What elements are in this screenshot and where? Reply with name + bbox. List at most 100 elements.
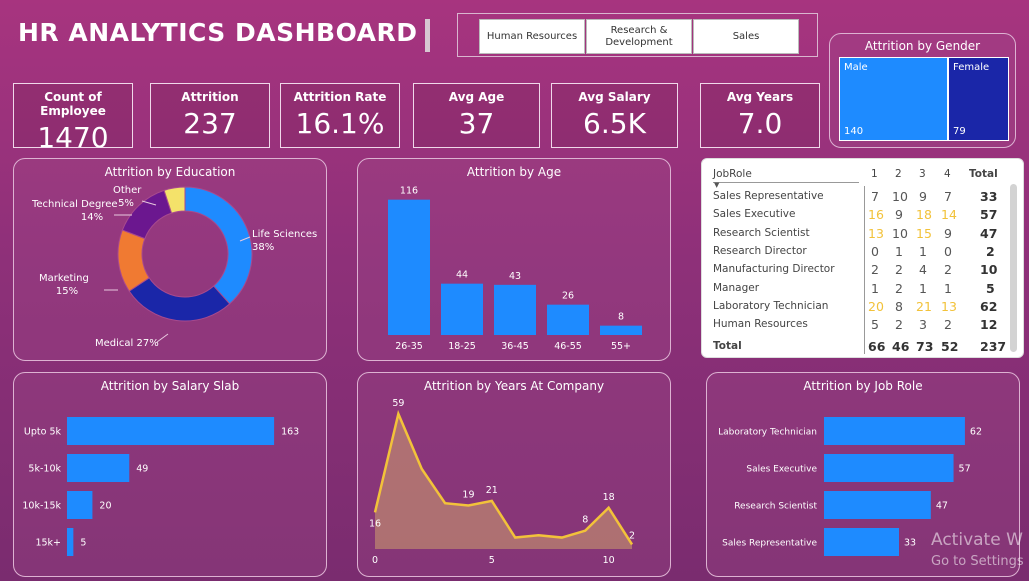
matrix-cell: 3 bbox=[919, 317, 927, 333]
age-category-label: 36-45 bbox=[501, 341, 529, 352]
donut-leader-line[interactable] bbox=[239, 236, 251, 242]
matrix-cell: 13 bbox=[868, 225, 884, 241]
matrix-row[interactable]: Manager 1 2 1 1 5 bbox=[701, 280, 1021, 300]
age-category-label: 46-55 bbox=[554, 341, 582, 352]
jobrole-bar[interactable] bbox=[824, 528, 899, 556]
years-x-tick: 0 bbox=[372, 555, 378, 566]
matrix-cell: 9 bbox=[944, 225, 952, 241]
donut-leader-line[interactable] bbox=[141, 200, 157, 206]
treemap-female-tile[interactable]: Female 79 bbox=[948, 57, 1009, 141]
matrix-row[interactable]: Sales Executive 16 9 18 14 57 bbox=[701, 207, 1021, 226]
years-area-chart: 16 59 19 21 8 18 2 0 5 10 bbox=[369, 398, 635, 566]
kpi-label: Attrition Rate bbox=[293, 90, 387, 104]
salary-value-label: 5 bbox=[80, 538, 86, 549]
matrix-role-label: Total bbox=[713, 340, 742, 353]
jobrole-category-label: Research Scientist bbox=[734, 502, 817, 512]
matrix-header[interactable]: 1 bbox=[871, 168, 878, 180]
kpi-label: Avg Salary bbox=[578, 90, 651, 104]
matrix-row[interactable]: Laboratory Technician 20 8 21 13 62 bbox=[701, 298, 1021, 318]
kpi-avg-salary: Avg Salary 6.5K bbox=[551, 83, 678, 148]
years-point-label: 19 bbox=[462, 489, 474, 500]
matrix-header[interactable]: JobRole bbox=[713, 168, 752, 180]
slicer-research-development-button[interactable]: Research & Development bbox=[586, 19, 692, 54]
years-area-line[interactable] bbox=[373, 409, 634, 546]
attrition-by-years-panel: Attrition by Years At Company 16 59 19 21 8 1… bbox=[357, 372, 671, 577]
donut-slice[interactable] bbox=[128, 277, 231, 322]
donut-slice[interactable] bbox=[184, 186, 253, 305]
jobrole-bar-chart: Laboratory Technician 62 Sales Executive 57… bbox=[718, 417, 982, 556]
salary-bar[interactable] bbox=[67, 454, 130, 482]
matrix-scrollbar[interactable] bbox=[1010, 184, 1017, 352]
treemap-value: 140 bbox=[844, 126, 864, 137]
age-bar[interactable] bbox=[600, 325, 642, 335]
matrix-row[interactable]: Sales Representative 7 10 9 7 33 bbox=[701, 189, 1021, 208]
matrix-cell: 16 bbox=[868, 207, 884, 223]
matrix-header[interactable]: Total bbox=[969, 168, 998, 180]
salary-bar[interactable] bbox=[67, 528, 74, 556]
salary-bar[interactable] bbox=[67, 491, 93, 519]
matrix-cell: 1 bbox=[944, 280, 952, 296]
donut-category-label: Life Sciences bbox=[252, 229, 317, 240]
matrix-header[interactable]: 3 bbox=[919, 168, 926, 180]
jobrole-category-label: Laboratory Technician bbox=[718, 428, 817, 438]
age-bar[interactable] bbox=[547, 304, 589, 335]
matrix-cell: 0 bbox=[871, 243, 879, 259]
matrix-total-cell: 62 bbox=[980, 298, 998, 314]
matrix-total-row[interactable]: Total 66 46 73 52 237 bbox=[701, 339, 1021, 358]
matrix-role-label: Laboratory Technician bbox=[713, 299, 829, 312]
age-bar[interactable] bbox=[441, 283, 483, 335]
age-bar[interactable] bbox=[494, 284, 536, 335]
jobrole-bar[interactable] bbox=[824, 417, 965, 445]
matrix-cell: 10 bbox=[892, 189, 908, 204]
matrix-row[interactable]: Manufacturing Director 2 2 4 2 10 bbox=[701, 262, 1021, 281]
matrix-row[interactable]: Research Director 0 1 1 0 2 bbox=[701, 243, 1021, 263]
matrix-cell: 15 bbox=[916, 225, 932, 241]
matrix-row[interactable]: Research Scientist 13 10 15 9 47 bbox=[701, 225, 1021, 245]
age-category-label: 18-25 bbox=[448, 341, 476, 352]
donut-slice[interactable] bbox=[163, 186, 186, 214]
jobrole-value-label: 57 bbox=[959, 464, 971, 475]
treemap-label: Female bbox=[953, 62, 990, 73]
matrix-cell: 5 bbox=[871, 317, 879, 333]
chart-title: Attrition by Education bbox=[104, 165, 236, 179]
matrix-cell: 1 bbox=[919, 243, 927, 259]
matrix-header-row: JobRole 1 2 3 4 Total bbox=[701, 168, 1021, 186]
matrix-cell: 21 bbox=[916, 298, 932, 314]
jobrole-bar[interactable] bbox=[824, 491, 931, 519]
salary-value-label: 163 bbox=[281, 427, 299, 438]
jobrole-bar[interactable] bbox=[824, 454, 954, 482]
matrix-cell: 7 bbox=[944, 189, 952, 204]
treemap-male-tile[interactable]: Male 140 bbox=[839, 57, 948, 141]
matrix-cell: 7 bbox=[871, 189, 879, 204]
kpi-label: Attrition bbox=[181, 90, 239, 104]
salary-bar[interactable] bbox=[67, 417, 275, 445]
matrix-cell: 20 bbox=[868, 298, 884, 314]
kpi-count-of-employee: Count of Employee 1470 bbox=[13, 83, 133, 154]
matrix-role-label: Sales Executive bbox=[713, 208, 796, 221]
years-area-fill[interactable] bbox=[375, 413, 632, 549]
donut-leader-line[interactable] bbox=[156, 333, 169, 343]
activation-watermark: Activate W bbox=[931, 530, 1023, 550]
matrix-cell: 73 bbox=[916, 339, 934, 355]
slicer-sales-button[interactable]: Sales bbox=[693, 19, 799, 54]
kpi-label: Avg Years bbox=[726, 90, 794, 104]
matrix-role-label: Human Resources bbox=[713, 318, 808, 331]
matrix-cell: 4 bbox=[919, 262, 927, 278]
matrix-role-label: Sales Representative bbox=[713, 190, 824, 202]
age-value-label: 116 bbox=[400, 186, 418, 197]
slicer-human-resources-button[interactable]: Human Resources bbox=[479, 19, 585, 54]
age-bar[interactable] bbox=[388, 199, 430, 335]
matrix-cell: 8 bbox=[895, 298, 903, 314]
donut-percent-label: 14% bbox=[81, 212, 103, 223]
years-x-tick: 10 bbox=[603, 555, 615, 566]
matrix-cell: 2 bbox=[895, 262, 903, 278]
matrix-header[interactable]: 2 bbox=[895, 168, 902, 180]
salary-category-label: 10k-15k bbox=[22, 501, 61, 512]
kpi-avg-years: Avg Years 7.0 bbox=[700, 83, 820, 148]
matrix-header[interactable]: 4 bbox=[944, 168, 951, 180]
donut-category-label: Marketing bbox=[39, 273, 89, 284]
matrix-row[interactable]: Human Resources 5 2 3 2 12 bbox=[701, 317, 1021, 336]
sort-down-icon[interactable]: ▼ bbox=[714, 181, 720, 189]
chart-title: Attrition by Age bbox=[466, 165, 562, 179]
age-category-label: 55+ bbox=[611, 341, 631, 352]
